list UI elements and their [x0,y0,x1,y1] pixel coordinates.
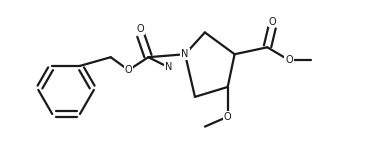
Text: O: O [224,112,231,122]
Text: O: O [269,17,276,27]
Text: N: N [165,62,172,72]
Text: O: O [125,65,132,75]
Text: O: O [137,24,144,35]
Text: N: N [181,49,189,59]
Text: O: O [285,55,293,65]
